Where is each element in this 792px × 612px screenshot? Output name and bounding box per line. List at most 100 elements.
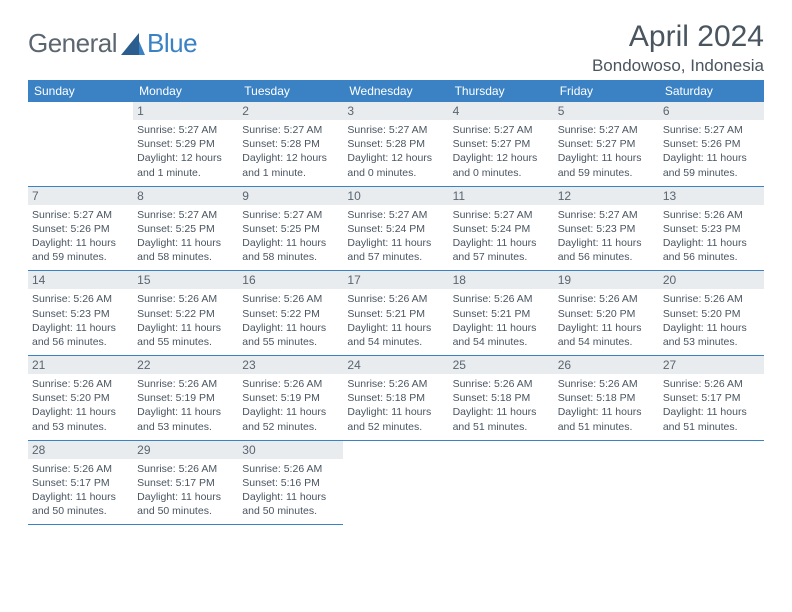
calendar-cell: 9Sunrise: 5:27 AMSunset: 5:25 PMDaylight… — [238, 186, 343, 271]
logo: General Blue — [28, 28, 197, 59]
calendar-cell: 7 Sunrise: 5:27 AMSunset: 5:26 PMDaylight… — [28, 186, 133, 271]
day-detail: Sunrise: 5:26 AMSunset: 5:21 PMDaylight:… — [347, 292, 444, 349]
day-detail: Sunrise: 5:27 AMSunset: 5:24 PMDaylight:… — [453, 208, 550, 265]
day-detail: Sunrise: 5:26 AMSunset: 5:20 PMDaylight:… — [663, 292, 760, 349]
day-number: 26 — [554, 356, 659, 374]
calendar-cell: 1Sunrise: 5:27 AMSunset: 5:29 PMDaylight… — [133, 102, 238, 186]
day-number: 2 — [238, 102, 343, 120]
day-number: 6 — [659, 102, 764, 120]
calendar-cell: 12 Sunrise: 5:27 AMSunset: 5:23 PMDayligh… — [554, 186, 659, 271]
day-number: 11 — [449, 187, 554, 205]
calendar-cell: 5 Sunrise: 5:27 AMSunset: 5:27 PMDaylight… — [554, 102, 659, 186]
day-number: 21 — [28, 356, 133, 374]
day-detail: Sunrise: 5:27 AMSunset: 5:27 PMDaylight:… — [453, 123, 550, 180]
col-wed: Wednesday — [343, 80, 448, 102]
calendar-cell: 22Sunrise: 5:26 AMSunset: 5:19 PMDayligh… — [133, 356, 238, 441]
day-detail: Sunrise: 5:26 AMSunset: 5:23 PMDaylight:… — [32, 292, 129, 349]
day-detail: Sunrise: 5:26 AMSunset: 5:20 PMDaylight:… — [32, 377, 129, 434]
calendar-cell: 3 Sunrise: 5:27 AMSunset: 5:28 PMDaylight… — [343, 102, 448, 186]
day-number: 30 — [238, 441, 343, 459]
day-detail: Sunrise: 5:26 AMSunset: 5:21 PMDaylight:… — [453, 292, 550, 349]
calendar-row: 1Sunrise: 5:27 AMSunset: 5:29 PMDaylight… — [28, 102, 764, 186]
day-number: 16 — [238, 271, 343, 289]
day-number: 13 — [659, 187, 764, 205]
day-detail: Sunrise: 5:27 AMSunset: 5:25 PMDaylight:… — [137, 208, 234, 265]
day-number: 28 — [28, 441, 133, 459]
day-detail: Sunrise: 5:26 AMSunset: 5:20 PMDaylight:… — [558, 292, 655, 349]
day-number: 7 — [28, 187, 133, 205]
day-number: 12 — [554, 187, 659, 205]
day-detail: Sunrise: 5:27 AMSunset: 5:26 PMDaylight:… — [32, 208, 129, 265]
day-detail: Sunrise: 5:27 AMSunset: 5:24 PMDaylight:… — [347, 208, 444, 265]
day-detail: Sunrise: 5:26 AMSunset: 5:22 PMDaylight:… — [242, 292, 339, 349]
day-detail: Sunrise: 5:27 AMSunset: 5:23 PMDaylight:… — [558, 208, 655, 265]
calendar-cell — [343, 440, 448, 525]
calendar-table: Sunday Monday Tuesday Wednesday Thursday… — [28, 80, 764, 525]
calendar-cell: 30 Sunrise: 5:26 AMSunset: 5:16 PMDayligh… — [238, 440, 343, 525]
calendar-cell — [659, 440, 764, 525]
day-detail: Sunrise: 5:26 AMSunset: 5:19 PMDaylight:… — [242, 377, 339, 434]
calendar-cell — [449, 440, 554, 525]
calendar-cell: 11 Sunrise: 5:27 AMSunset: 5:24 PMDayligh… — [449, 186, 554, 271]
calendar-cell: 19 Sunrise: 5:26 AMSunset: 5:20 PMDayligh… — [554, 271, 659, 356]
header: General Blue April 2024 Bondowoso, Indon… — [28, 20, 764, 76]
day-number: 4 — [449, 102, 554, 120]
calendar-cell: 21 Sunrise: 5:26 AMSunset: 5:20 PMDayligh… — [28, 356, 133, 441]
logo-text-blue: Blue — [147, 28, 197, 59]
day-detail: Sunrise: 5:27 AMSunset: 5:28 PMDaylight:… — [242, 123, 339, 180]
col-sun: Sunday — [28, 80, 133, 102]
day-detail: Sunrise: 5:27 AMSunset: 5:26 PMDaylight:… — [663, 123, 760, 180]
day-detail: Sunrise: 5:26 AMSunset: 5:19 PMDaylight:… — [137, 377, 234, 434]
calendar-cell: 28Sunrise: 5:26 AMSunset: 5:17 PMDayligh… — [28, 440, 133, 525]
day-number: 20 — [659, 271, 764, 289]
page-title: April 2024 — [592, 20, 764, 54]
day-detail: Sunrise: 5:26 AMSunset: 5:17 PMDaylight:… — [137, 462, 234, 519]
calendar-cell: 20 Sunrise: 5:26 AMSunset: 5:20 PMDayligh… — [659, 271, 764, 356]
day-number: 29 — [133, 441, 238, 459]
calendar-row: 14 Sunrise: 5:26 AMSunset: 5:23 PMDayligh… — [28, 271, 764, 356]
calendar-cell: 4 Sunrise: 5:27 AMSunset: 5:27 PMDaylight… — [449, 102, 554, 186]
day-number: 1 — [133, 102, 238, 120]
day-detail: Sunrise: 5:26 AMSunset: 5:18 PMDaylight:… — [453, 377, 550, 434]
day-number: 3 — [343, 102, 448, 120]
calendar-cell: 2 Sunrise: 5:27 AMSunset: 5:28 PMDaylight… — [238, 102, 343, 186]
day-number: 15 — [133, 271, 238, 289]
day-detail: Sunrise: 5:26 AMSunset: 5:17 PMDaylight:… — [663, 377, 760, 434]
calendar-cell: 23Sunrise: 5:26 AMSunset: 5:19 PMDayligh… — [238, 356, 343, 441]
calendar-cell: 24 Sunrise: 5:26 AMSunset: 5:18 PMDayligh… — [343, 356, 448, 441]
title-block: April 2024 Bondowoso, Indonesia — [592, 20, 764, 76]
calendar-cell: 29 Sunrise: 5:26 AMSunset: 5:17 PMDayligh… — [133, 440, 238, 525]
calendar-cell: 27 Sunrise: 5:26 AMSunset: 5:17 PMDayligh… — [659, 356, 764, 441]
logo-sail-icon — [121, 33, 145, 55]
calendar-cell: 8 Sunrise: 5:27 AMSunset: 5:25 PMDaylight… — [133, 186, 238, 271]
calendar-cell: 18 Sunrise: 5:26 AMSunset: 5:21 PMDayligh… — [449, 271, 554, 356]
calendar-row: 21 Sunrise: 5:26 AMSunset: 5:20 PMDayligh… — [28, 356, 764, 441]
day-detail: Sunrise: 5:26 AMSunset: 5:18 PMDaylight:… — [558, 377, 655, 434]
day-number: 27 — [659, 356, 764, 374]
day-number: 18 — [449, 271, 554, 289]
calendar-cell: 25 Sunrise: 5:26 AMSunset: 5:18 PMDayligh… — [449, 356, 554, 441]
calendar-row: 7 Sunrise: 5:27 AMSunset: 5:26 PMDaylight… — [28, 186, 764, 271]
col-thu: Thursday — [449, 80, 554, 102]
day-detail: Sunrise: 5:26 AMSunset: 5:22 PMDaylight:… — [137, 292, 234, 349]
day-number: 25 — [449, 356, 554, 374]
day-detail: Sunrise: 5:27 AMSunset: 5:28 PMDaylight:… — [347, 123, 444, 180]
calendar-cell: 26 Sunrise: 5:26 AMSunset: 5:18 PMDayligh… — [554, 356, 659, 441]
calendar-cell: 10Sunrise: 5:27 AMSunset: 5:24 PMDayligh… — [343, 186, 448, 271]
calendar-cell — [28, 102, 133, 186]
day-detail: Sunrise: 5:27 AMSunset: 5:27 PMDaylight:… — [558, 123, 655, 180]
day-number: 14 — [28, 271, 133, 289]
day-number: 19 — [554, 271, 659, 289]
calendar-cell: 15 Sunrise: 5:26 AMSunset: 5:22 PMDayligh… — [133, 271, 238, 356]
day-number: 9 — [238, 187, 343, 205]
calendar-cell — [554, 440, 659, 525]
day-detail: Sunrise: 5:26 AMSunset: 5:16 PMDaylight:… — [242, 462, 339, 519]
calendar-cell: 14 Sunrise: 5:26 AMSunset: 5:23 PMDayligh… — [28, 271, 133, 356]
day-number: 8 — [133, 187, 238, 205]
col-tue: Tuesday — [238, 80, 343, 102]
logo-text-general: General — [28, 28, 117, 59]
day-number: 24 — [343, 356, 448, 374]
calendar-cell: 17Sunrise: 5:26 AMSunset: 5:21 PMDayligh… — [343, 271, 448, 356]
day-detail: Sunrise: 5:26 AMSunset: 5:18 PMDaylight:… — [347, 377, 444, 434]
day-number: 5 — [554, 102, 659, 120]
